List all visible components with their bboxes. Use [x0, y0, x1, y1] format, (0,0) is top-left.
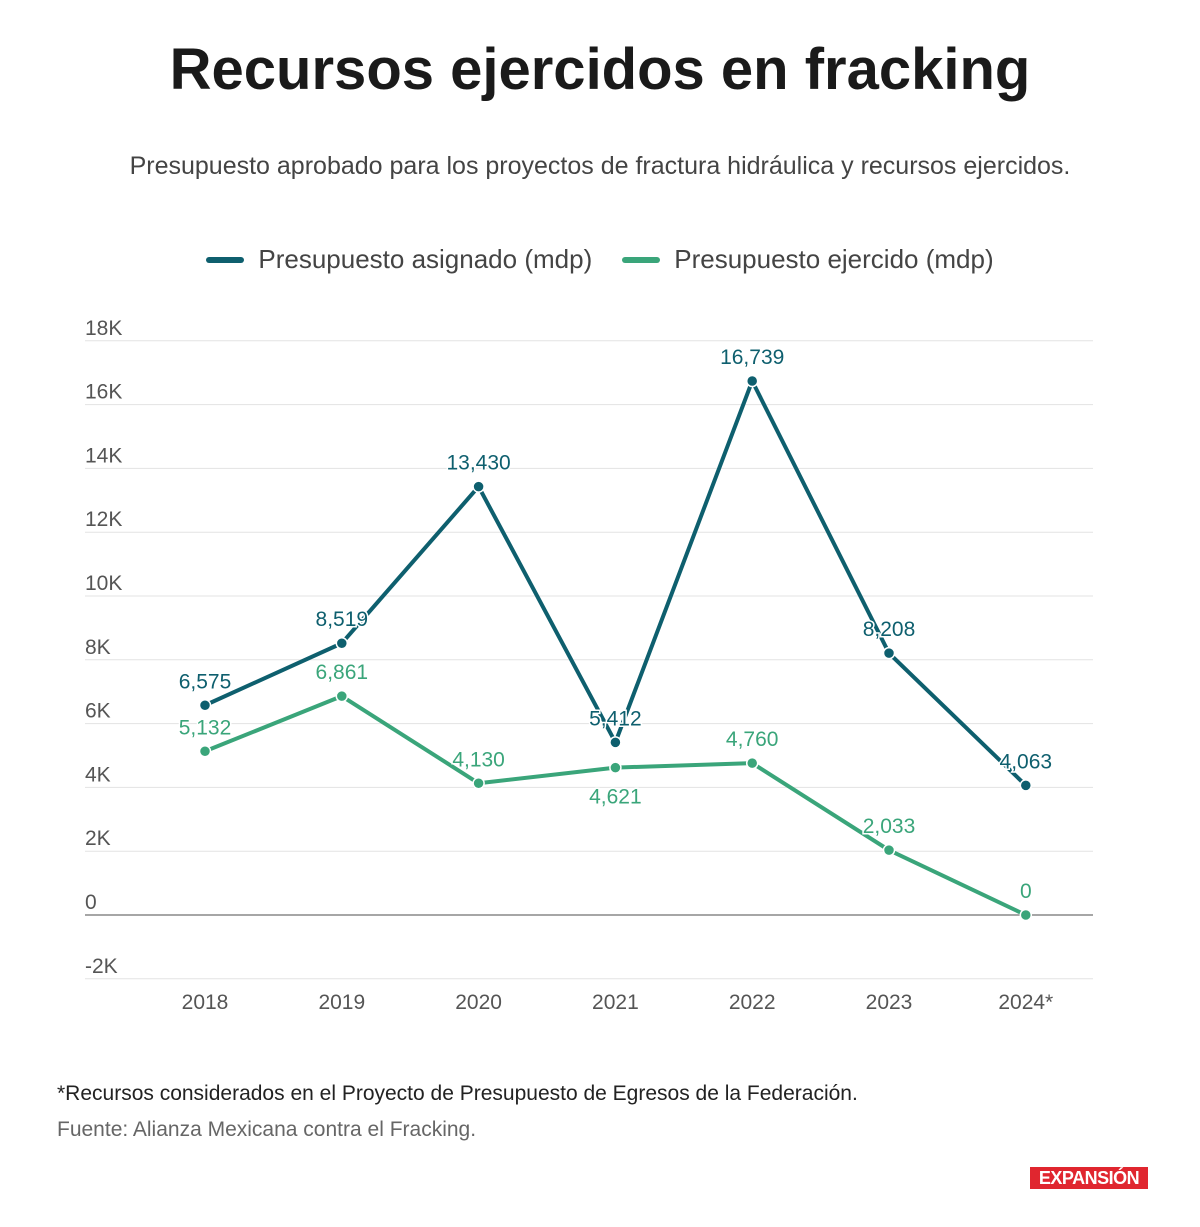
- data-label: 8,208: [863, 618, 916, 641]
- y-tick-label: 12K: [85, 508, 122, 531]
- data-point: [472, 480, 485, 493]
- data-point: [198, 745, 212, 758]
- data-point: [1019, 908, 1033, 922]
- legend-swatch-ejercido: [622, 256, 661, 263]
- data-label: 2,033: [863, 815, 916, 838]
- data-point: [882, 646, 896, 660]
- legend-item-asignado: Presupuesto asignado (mdp): [206, 244, 592, 275]
- x-tick-label: 2018: [182, 991, 229, 1014]
- x-tick-label: 2020: [455, 991, 502, 1014]
- legend-swatch-asignado: [206, 256, 245, 263]
- y-tick-label: 2K: [85, 827, 111, 850]
- chart-title: Recursos ejercidos en fracking: [169, 37, 1031, 102]
- data-label: 13,430: [446, 452, 510, 475]
- data-label: 0: [1020, 880, 1032, 903]
- x-tick-label: 2023: [866, 991, 913, 1014]
- y-tick-label: 8K: [85, 636, 111, 659]
- data-point: [609, 736, 622, 749]
- legend-label-ejercido: Presupuesto ejercido (mdp): [674, 244, 994, 274]
- data-label: 5,412: [589, 707, 642, 730]
- data-label: 6,861: [316, 661, 369, 684]
- y-tick-label: 6K: [85, 700, 111, 723]
- x-tick-label: 2024*: [998, 991, 1053, 1014]
- y-tick-label: 4K: [85, 763, 111, 786]
- data-point: [472, 777, 485, 790]
- data-label: 4,130: [452, 748, 505, 771]
- data-label: 6,575: [179, 670, 232, 693]
- data-label: 5,132: [179, 716, 232, 739]
- data-point: [198, 699, 212, 712]
- legend-label-asignado: Presupuesto asignado (mdp): [258, 244, 593, 274]
- footnote: *Recursos considerados en el Proyecto de…: [57, 1082, 858, 1105]
- chart-subtitle: Presupuesto aprobado para los proyectos …: [129, 152, 1071, 180]
- legend-item-ejercido: Presupuesto ejercido (mdp): [622, 244, 994, 275]
- expansion-logo: EXPANSIÓN: [1030, 1167, 1148, 1189]
- y-tick-label: 0: [85, 891, 97, 914]
- data-label: 16,739: [720, 346, 784, 369]
- data-point: [335, 689, 349, 703]
- y-tick-label: 10K: [85, 572, 122, 595]
- x-tick-label: 2021: [592, 991, 639, 1014]
- data-point: [745, 374, 759, 388]
- y-tick-label: 18K: [85, 317, 122, 340]
- data-point: [1019, 779, 1033, 792]
- data-label: 4,063: [1000, 750, 1053, 773]
- data-point: [882, 843, 896, 857]
- x-tick-label: 2022: [729, 991, 776, 1014]
- legend: Presupuesto asignado (mdp) Presupuesto e…: [0, 244, 1200, 275]
- source-note: Fuente: Alianza Mexicana contra el Frack…: [57, 1118, 477, 1141]
- data-label: 4,621: [589, 786, 642, 809]
- data-point: [745, 756, 759, 770]
- x-tick-label: 2019: [318, 991, 365, 1014]
- data-point: [335, 636, 349, 650]
- data-label: 4,760: [726, 728, 779, 751]
- y-tick-label: 16K: [85, 381, 122, 404]
- data-point: [609, 761, 622, 774]
- data-label: 8,519: [316, 608, 369, 631]
- y-tick-label: -2K: [85, 955, 118, 978]
- y-tick-label: 14K: [85, 444, 122, 467]
